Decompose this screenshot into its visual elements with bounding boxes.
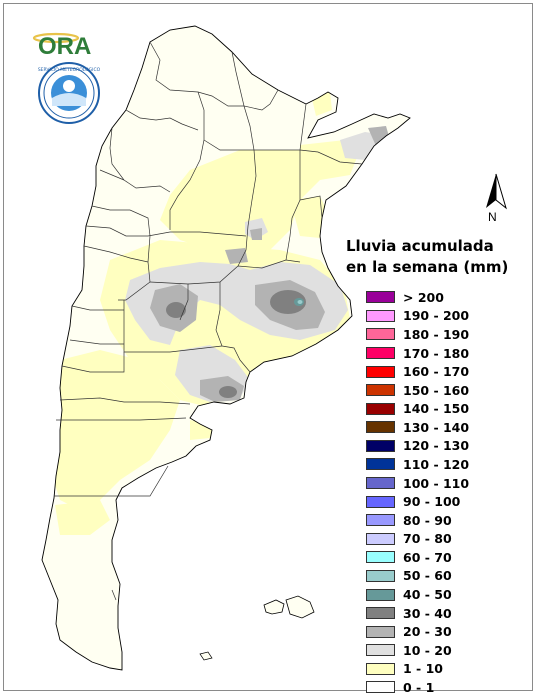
tierra-del-fuego-islands — [199, 651, 213, 661]
legend-swatch — [366, 402, 395, 415]
legend-item: 1 - 10 — [366, 660, 506, 679]
legend-label: 10 - 20 — [403, 642, 452, 658]
legend-item: 90 - 100 — [366, 492, 506, 511]
legend-label: 90 - 100 — [403, 494, 461, 510]
legend-swatch — [366, 588, 395, 601]
meteorological-service-seal: SERVICIO METEOROLOGICO — [38, 62, 100, 124]
legend-item: 190 - 200 — [366, 307, 506, 326]
legend-label: 50 - 60 — [403, 568, 452, 584]
legend-label: 160 - 170 — [403, 364, 470, 380]
legend-label: 180 - 190 — [403, 326, 470, 342]
legend-item: 110 - 120 — [366, 455, 506, 474]
legend-item: 50 - 60 — [366, 567, 506, 586]
legend-label: > 200 — [403, 289, 444, 305]
legend-title-line-2: en la semana (mm) — [346, 258, 509, 276]
legend-swatch — [366, 495, 395, 508]
legend-item: 150 - 160 — [366, 381, 506, 400]
legend-swatch — [366, 421, 395, 434]
legend-swatch — [366, 681, 395, 694]
legend-swatch — [366, 347, 395, 360]
legend-label: 140 - 150 — [403, 401, 470, 417]
legend-item: 170 - 180 — [366, 344, 506, 363]
svg-text:ORA: ORA — [38, 33, 91, 58]
legend-swatch — [366, 365, 395, 378]
legend-label: 70 - 80 — [403, 531, 452, 547]
legend-swatch — [366, 625, 395, 638]
legend-label: 150 - 160 — [403, 382, 470, 398]
legend-title-line-1: Lluvia acumulada — [346, 237, 494, 255]
legend-label: 100 - 110 — [403, 475, 470, 491]
legend-item: 40 - 50 — [366, 585, 506, 604]
legend-swatch — [366, 309, 395, 322]
legend-label: 130 - 140 — [403, 419, 470, 435]
svg-text:SERVICIO METEOROLOGICO: SERVICIO METEOROLOGICO — [38, 67, 100, 73]
legend-swatch — [366, 551, 395, 564]
legend-swatch — [366, 384, 395, 397]
legend-swatch — [366, 439, 395, 452]
legend-item: 0 - 1 — [366, 678, 506, 697]
legend-swatch — [366, 662, 395, 675]
legend-item: 100 - 110 — [366, 474, 506, 493]
malvinas-islands — [263, 595, 315, 619]
legend-item: 80 - 90 — [366, 511, 506, 530]
legend-swatch — [366, 514, 395, 527]
legend-item: > 200 — [366, 288, 506, 307]
legend-label: 40 - 50 — [403, 587, 452, 603]
legend-swatch — [366, 607, 395, 620]
province-boundaries — [54, 41, 363, 601]
legend-swatch — [366, 458, 395, 471]
legend-label: 110 - 120 — [403, 456, 470, 472]
legend-swatch — [366, 644, 395, 657]
ora-logo: ORA — [32, 32, 91, 58]
legend-item: 140 - 150 — [366, 399, 506, 418]
legend-item: 130 - 140 — [366, 418, 506, 437]
legend-item: 20 - 30 — [366, 622, 506, 641]
legend-label: 30 - 40 — [403, 605, 452, 621]
legend-item: 70 - 80 — [366, 530, 506, 549]
legend-swatch — [366, 569, 395, 582]
legend-swatch — [366, 532, 395, 545]
rainfall-shading — [50, 90, 390, 535]
legend-label: 190 - 200 — [403, 308, 470, 324]
legend-swatch — [366, 291, 395, 304]
legend-item: 180 - 190 — [366, 325, 506, 344]
legend-item: 160 - 170 — [366, 362, 506, 381]
north-label: N — [488, 210, 497, 224]
legend-item: 30 - 40 — [366, 604, 506, 623]
legend-label: 0 - 1 — [403, 679, 435, 695]
legend-label: 80 - 90 — [403, 512, 452, 528]
legend-title: Lluvia acumulada en la semana (mm) — [346, 236, 526, 278]
legend-label: 60 - 70 — [403, 549, 452, 565]
legend-label: 170 - 180 — [403, 345, 470, 361]
legend-item: 60 - 70 — [366, 548, 506, 567]
legend-label: 1 - 10 — [403, 661, 443, 677]
legend-swatch — [366, 328, 395, 341]
legend-label: 120 - 130 — [403, 438, 470, 454]
legend-item: 120 - 130 — [366, 437, 506, 456]
legend-swatch — [366, 477, 395, 490]
legend-item: 10 - 20 — [366, 641, 506, 660]
rainfall-legend: > 200 190 - 200 180 - 190 170 - 180 160 - 17… — [366, 288, 506, 697]
north-arrow-icon — [486, 173, 507, 210]
legend-label: 20 - 30 — [403, 624, 452, 640]
